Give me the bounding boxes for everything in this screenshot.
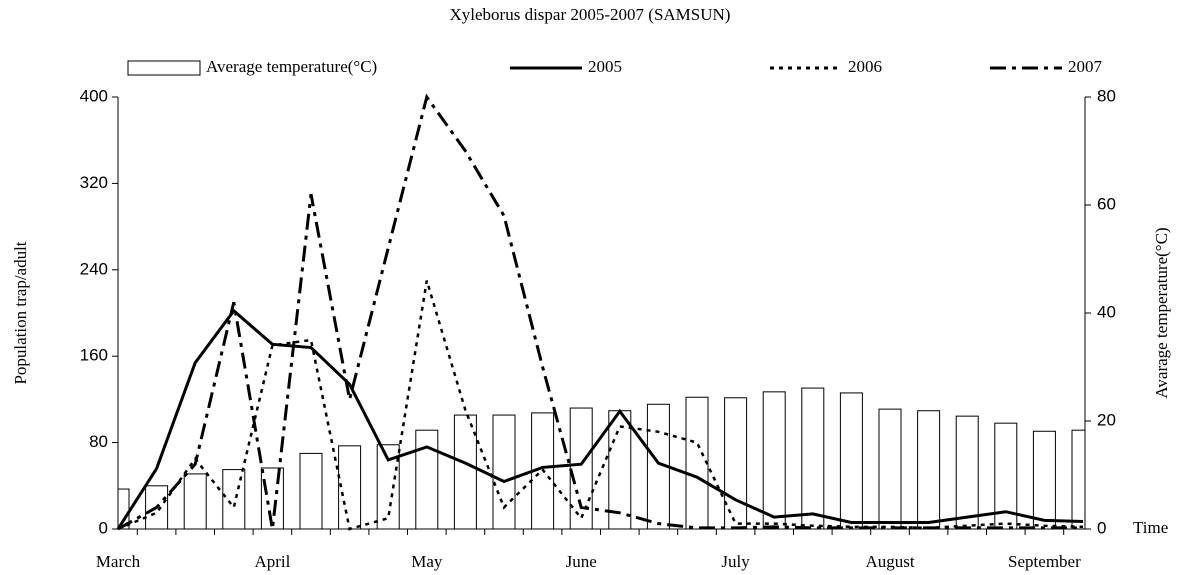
y-tick-label: 400: [80, 86, 108, 105]
bar: [955, 415, 979, 530]
y2-axis-label: Avarage temperature(°C): [1152, 227, 1171, 398]
legend-label: Average temperature(°C): [206, 57, 377, 76]
legend-swatch: [127, 60, 201, 76]
bar: [453, 414, 477, 530]
y2-tick-label: 40: [1097, 302, 1116, 321]
bar: [299, 452, 323, 530]
x-tick-label: June: [566, 552, 597, 571]
bar: [415, 429, 439, 530]
bar: [260, 467, 284, 530]
x-tick-label: August: [865, 552, 914, 571]
bar: [724, 397, 748, 530]
y-tick-label: 0: [99, 518, 108, 537]
x-tick-label: September: [1008, 552, 1081, 571]
y-tick-label: 240: [80, 259, 108, 278]
legend-label: 2005: [588, 57, 622, 76]
line-dotted: [117, 280, 1084, 531]
bar: [878, 408, 902, 530]
chart-title: Xyleborus dispar 2005-2007 (SAMSUN): [450, 5, 731, 24]
bar: [839, 392, 863, 530]
bar: [1032, 430, 1056, 530]
x-axis-label: Time: [1133, 518, 1168, 537]
bar: [492, 414, 516, 530]
bar: [762, 391, 786, 530]
y2-tick-label: 0: [1097, 518, 1106, 537]
y2-tick-label: 80: [1097, 86, 1116, 105]
legend-label: 2007: [1068, 57, 1103, 76]
x-tick-label: April: [254, 552, 290, 571]
y-tick-label: 80: [89, 432, 108, 451]
x-tick-label: May: [411, 552, 443, 571]
bar: [183, 473, 207, 530]
y2-tick-label: 20: [1097, 410, 1116, 429]
x-tick-label: July: [721, 552, 750, 571]
bar: [801, 387, 825, 530]
y-axis-label: Population trap/adult: [11, 241, 30, 384]
bar: [1071, 429, 1085, 530]
line-dashdot: [117, 93, 1083, 531]
legend-label: 2006: [848, 57, 882, 76]
y-tick-label: 320: [80, 173, 108, 192]
y2-tick-label: 60: [1097, 194, 1116, 213]
y-tick-label: 160: [80, 346, 108, 365]
x-tick-label: March: [96, 552, 141, 571]
bar: [569, 407, 593, 530]
bars: [118, 387, 1085, 530]
bar: [685, 396, 709, 530]
bar: [917, 410, 941, 530]
bar: [338, 445, 362, 530]
